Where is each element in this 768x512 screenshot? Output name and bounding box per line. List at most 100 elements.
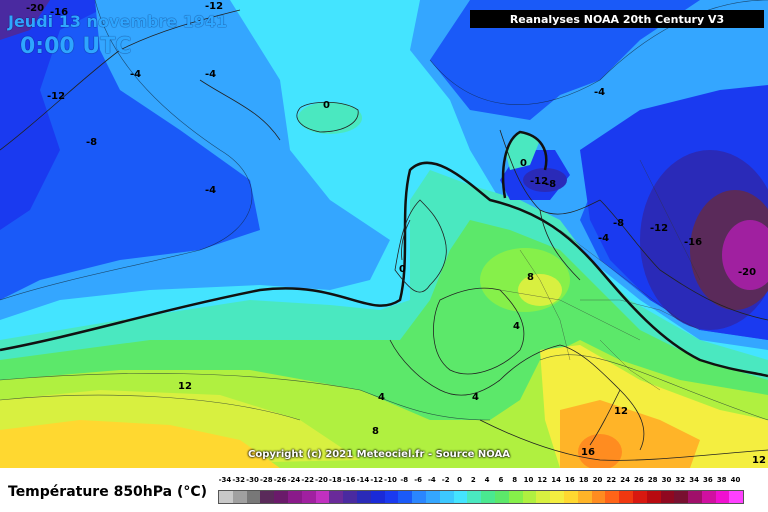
isotherm-label: 4 — [472, 392, 479, 403]
isotherm-label: -12 — [530, 176, 548, 187]
legend-tick-label: -14 — [356, 476, 370, 484]
zero-isotherm — [0, 161, 768, 378]
isotherm-label: -8 — [86, 137, 97, 148]
isotherm-label: 12 — [178, 381, 192, 392]
isotherm-label: 4 — [513, 321, 520, 332]
map-date: Jeudi 13 novembre 1941 — [8, 12, 228, 31]
country-borders — [499, 159, 701, 391]
isotherm-label: -4 — [594, 87, 605, 98]
isotherm-label: 8 — [372, 426, 379, 437]
legend-tick-label: -30 — [246, 476, 259, 484]
isotherm-label: -16 — [50, 7, 68, 18]
zero-isotherm-scand — [501, 130, 548, 199]
isotherm-label: -4 — [205, 69, 216, 80]
isotherm-label: 4 — [378, 392, 385, 403]
isotherm-label: -4 — [130, 69, 141, 80]
legend-swatch — [219, 491, 233, 503]
isotherm-label: -4 — [598, 233, 609, 244]
isotherm-label: 0 — [399, 264, 406, 275]
legend-swatch — [356, 491, 371, 503]
legend-swatch — [260, 491, 275, 503]
legend-swatch — [715, 491, 730, 503]
legend-swatch — [301, 491, 316, 503]
legend-swatch — [619, 491, 633, 503]
legend-swatch — [246, 491, 261, 503]
temperature-map: -20 -16 -12 -4 -4 -12 -8 0 -4 0 -8 -12 -… — [0, 0, 768, 468]
isotherm-label: -20 — [26, 3, 44, 14]
field-ne-minus20 — [722, 220, 768, 290]
legend-swatch — [467, 491, 482, 503]
legend-footer: Température 850hPa (°C) -34 -32 -30 -28 -26-… — [0, 468, 768, 512]
isotherm-label: 12 — [752, 455, 766, 466]
field-greenland — [0, 0, 50, 40]
copyright-notice: Copyright (c) 2021 Meteociel.fr - Source… — [248, 449, 510, 460]
field-18-hotspot — [578, 434, 622, 468]
legend-tick-label: -32 — [232, 476, 246, 484]
legend-swatch — [425, 491, 440, 503]
legend-swatch — [729, 491, 744, 503]
legend-title: Température 850hPa (°C) — [8, 484, 208, 500]
isotherm-label: 12 — [614, 406, 628, 417]
coastlines — [0, 9, 768, 461]
legend-tick-label: 24 — [620, 476, 630, 484]
legend-swatch — [439, 491, 454, 503]
isotherm-label: -12 — [650, 223, 668, 234]
legend-swatch — [412, 491, 426, 503]
legend-swatch — [688, 491, 702, 503]
legend-tick-label: 0 — [457, 476, 462, 484]
legend-swatch — [494, 491, 509, 503]
isotherm-label: -8 — [545, 179, 556, 190]
legend-tick-label: -16 — [342, 476, 356, 484]
field-14 — [0, 420, 280, 468]
legend-tick-label: 12 — [537, 476, 548, 484]
legend-tick-label: -28 — [259, 476, 273, 484]
legend-swatch — [453, 491, 468, 503]
legend-swatch — [701, 491, 716, 503]
legend-swatch — [522, 491, 537, 503]
legend-swatch — [577, 491, 592, 503]
legend-swatch — [232, 491, 247, 503]
legend-tick-label: 30 — [661, 476, 672, 484]
isotherm-label: 0 — [323, 100, 330, 111]
legend-tick-label: 38 — [716, 476, 727, 484]
legend-swatch — [508, 491, 523, 503]
legend-swatch — [550, 491, 564, 503]
map-time: 0:00 UTC — [20, 34, 132, 59]
isotherm-label: -16 — [684, 237, 702, 248]
legend-tick-label: 10 — [523, 476, 534, 484]
legend-swatch — [646, 491, 661, 503]
legend-tick-label: 32 — [675, 476, 686, 484]
legend-tick-label: -26 — [273, 476, 287, 484]
legend-swatch — [315, 491, 330, 503]
legend-tick-label: 16 — [565, 476, 575, 484]
legend-swatch — [370, 491, 385, 503]
legend-tick-label: 34 — [689, 476, 699, 484]
isotherm-label: -8 — [613, 218, 624, 229]
legend-swatch — [274, 491, 288, 503]
legend-tick-label: 20 — [592, 476, 603, 484]
legend-swatch — [343, 491, 357, 503]
legend-tick-label: -20 — [315, 476, 328, 484]
legend-tick-label: 40 — [730, 476, 741, 484]
legend-tick-label: 4 — [484, 476, 490, 484]
legend-tick-label: 36 — [703, 476, 713, 484]
legend-tick-label: -24 — [287, 476, 301, 484]
isotherm-label: -12 — [47, 91, 65, 102]
legend-swatch — [591, 491, 606, 503]
field-scand-minus12 — [523, 168, 567, 192]
isotherm-contours — [0, 0, 768, 421]
legend-tick-label: -18 — [328, 476, 342, 484]
legend-swatch — [632, 491, 647, 503]
legend-tick-label: -10 — [384, 476, 397, 484]
legend-swatch — [481, 491, 495, 503]
isotherm-label: 16 — [581, 447, 595, 458]
legend-swatch — [329, 491, 344, 503]
legend-color-scale — [218, 490, 745, 504]
legend-scale-labels: -34 -32 -30 -28 -26 -24 -22 -20 -18 -16 -14 -12 -10-… — [218, 476, 768, 488]
legend-tick-label: 2 — [470, 476, 476, 484]
legend-tick-label: 22 — [606, 476, 617, 484]
isotherm-label: 8 — [527, 272, 534, 283]
field-10-pocket — [518, 274, 562, 306]
legend-tick-label: -34 — [218, 476, 232, 484]
